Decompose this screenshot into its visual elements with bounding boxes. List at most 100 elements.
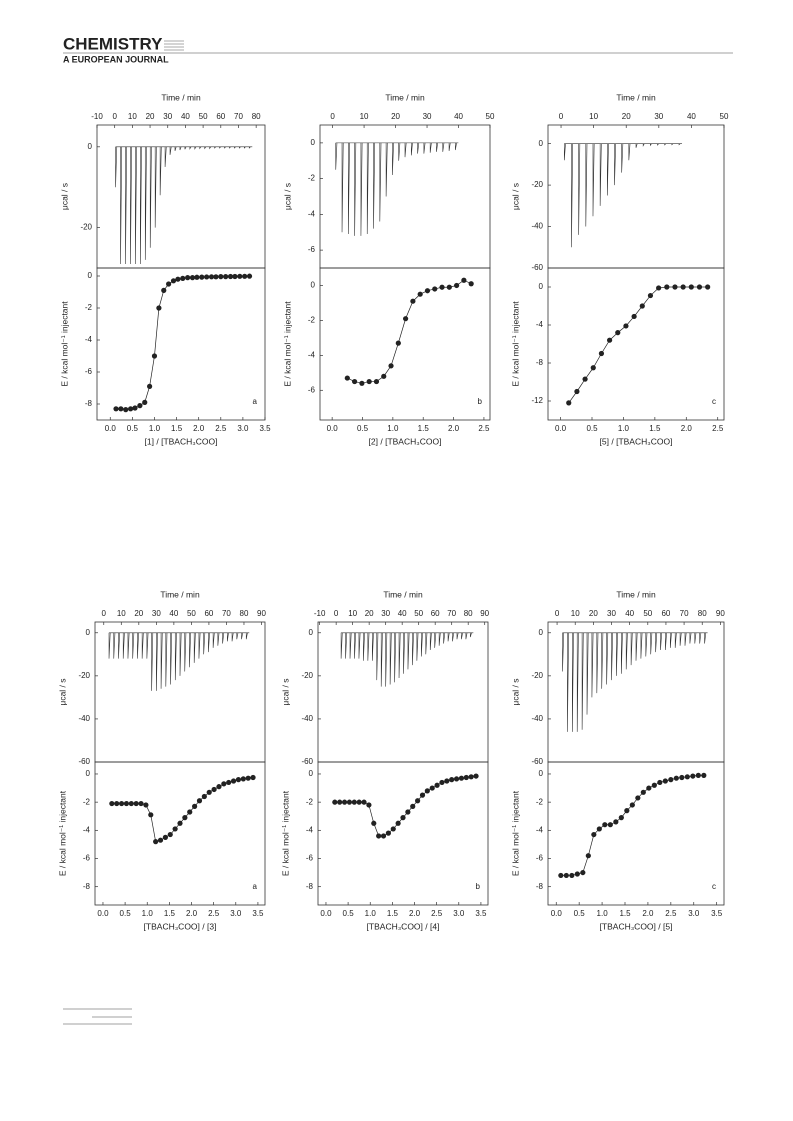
- x-tick-label: 0.0: [327, 424, 339, 433]
- injection-peak: [380, 632, 383, 687]
- y-tick-label: 0: [539, 769, 544, 778]
- injection-peak: [193, 632, 196, 663]
- injection-peak: [607, 143, 609, 196]
- data-point: [461, 277, 467, 283]
- injection-peak: [438, 632, 441, 646]
- panel-letter: c: [712, 397, 716, 406]
- injection-peak: [660, 632, 662, 651]
- x-tick-label: 0.0: [551, 909, 563, 918]
- data-point: [596, 826, 602, 832]
- data-point: [123, 407, 129, 413]
- injection-peak: [340, 632, 343, 659]
- x-tick-label: 0: [555, 609, 560, 618]
- y-axis-label: μcal / s: [280, 678, 290, 705]
- data-point: [580, 869, 586, 876]
- x-tick-label: 50: [414, 609, 423, 618]
- injection-peak: [108, 632, 111, 659]
- x-tick-label: 0.5: [120, 909, 132, 918]
- injection-peak: [248, 146, 251, 149]
- x-tick-label: 1.0: [597, 909, 609, 918]
- y-tick-label: -8: [536, 358, 544, 367]
- injection-peak: [563, 143, 566, 161]
- injection-peak: [189, 632, 191, 668]
- y-tick-label: -4: [536, 825, 544, 834]
- data-point: [380, 833, 387, 839]
- data-point: [607, 822, 613, 828]
- y-axis-label: μcal / s: [282, 183, 292, 210]
- x-tick-label: 1.0: [387, 424, 399, 433]
- injection-peak: [115, 146, 118, 188]
- x-tick-label: 3.5: [252, 909, 264, 918]
- y-tick-label: -60: [301, 757, 313, 766]
- data-point: [157, 837, 164, 843]
- injection-peak: [372, 632, 374, 661]
- data-point: [639, 303, 645, 309]
- x-tick-label: 1.0: [365, 909, 377, 918]
- injection-peak: [655, 632, 658, 653]
- x-tick-label: 0.0: [97, 909, 109, 918]
- data-point: [118, 800, 125, 807]
- x-tick-label: -10: [91, 112, 103, 121]
- y-tick-label: 0: [311, 138, 316, 147]
- x-tick-label: 2.5: [665, 909, 677, 918]
- y-axis-label: E / kcal mol⁻¹ injectant: [510, 301, 520, 387]
- x-tick-label: 2.5: [431, 909, 443, 918]
- x-axis-label: [5] / [TBACH₃COO]: [600, 436, 673, 446]
- x-tick-label: 10: [348, 609, 357, 618]
- x-tick-label: 3.0: [237, 424, 249, 433]
- plot-frame: [96, 267, 266, 421]
- injection-peak: [657, 143, 659, 146]
- data-point: [463, 774, 469, 781]
- data-point: [664, 284, 670, 290]
- data-point: [602, 822, 608, 828]
- injection-peak: [704, 632, 707, 644]
- x-tick-label: 2.0: [642, 909, 654, 918]
- data-point: [226, 779, 232, 786]
- data-point: [250, 774, 256, 781]
- injection-peak: [367, 632, 370, 661]
- injection-peak: [122, 632, 125, 659]
- x-tick-label: 30: [152, 609, 161, 618]
- data-point: [237, 273, 243, 279]
- y-tick-label: -4: [536, 320, 544, 329]
- x-tick-label: 0.5: [574, 909, 586, 918]
- data-point: [344, 375, 350, 381]
- x-axis-label: Time / min: [616, 92, 656, 102]
- injection-peak: [398, 632, 401, 679]
- injection-peak: [679, 632, 682, 646]
- data-point: [235, 777, 242, 783]
- data-point: [439, 284, 445, 290]
- y-tick-label: -4: [85, 335, 93, 344]
- data-point: [216, 784, 222, 790]
- x-tick-label: 2.0: [193, 424, 205, 433]
- injection-peak: [132, 632, 135, 659]
- panel-letter: b: [476, 882, 481, 891]
- injection-peak: [137, 632, 139, 659]
- x-axis-label: [1] / [TBACH₃COO]: [145, 436, 218, 446]
- y-tick-label: -4: [308, 350, 316, 359]
- y-tick-label: -20: [531, 180, 543, 189]
- data-point: [352, 378, 358, 385]
- injection-peak: [154, 146, 157, 228]
- data-point: [390, 826, 396, 832]
- injection-peak: [127, 632, 130, 659]
- data-point: [114, 800, 120, 807]
- x-tick-label: 50: [720, 112, 729, 121]
- injection-peak: [455, 142, 457, 151]
- x-tick-label: 0.0: [320, 909, 332, 918]
- panel-letter: a: [253, 397, 258, 406]
- x-tick-label: 90: [257, 609, 266, 618]
- x-axis-label: [2] / [TBACH₃COO]: [369, 436, 442, 446]
- injection-peak: [674, 632, 677, 648]
- data-point: [566, 400, 572, 406]
- injection-peak: [354, 142, 357, 236]
- data-point: [403, 316, 409, 322]
- y-axis-label: E / kcal mol⁻¹ injectant: [59, 301, 69, 387]
- data-point: [688, 284, 694, 290]
- data-point: [419, 792, 426, 798]
- data-point: [206, 789, 212, 795]
- data-point: [240, 776, 246, 782]
- data-point: [118, 406, 124, 412]
- data-point: [143, 802, 149, 808]
- injection-peak: [664, 143, 667, 146]
